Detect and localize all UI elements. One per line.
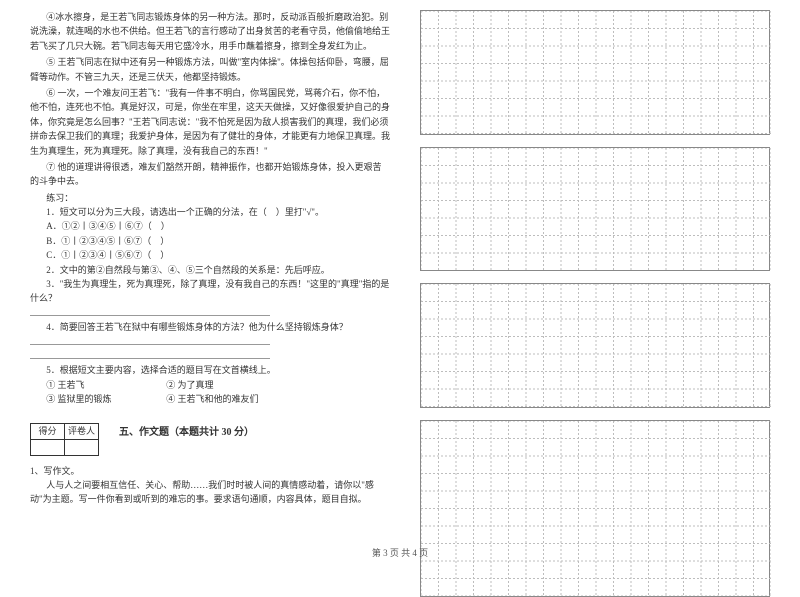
right-column <box>420 10 770 597</box>
q5-opt-1: ① 王若飞 <box>46 378 166 392</box>
paragraph-7: ⑦ 他的道理讲得很透，难友们豁然开朗，精神振作，也都开始锻炼身体，投入更艰苦的斗… <box>30 160 390 189</box>
paragraph-4: ④冰水擦身，是王若飞同志锻炼身体的另一种方法。那时，反动派百般折磨政治犯。别说洗… <box>30 10 390 53</box>
writing-grid-1 <box>420 10 770 135</box>
left-column: ④冰水擦身，是王若飞同志锻炼身体的另一种方法。那时，反动派百般折磨政治犯。别说洗… <box>30 10 390 597</box>
q5-opt-4: ④ 王若飞和他的难友们 <box>166 392 258 406</box>
q5-options-row2: ③ 监狱里的锻炼 ④ 王若飞和他的难友们 <box>30 392 390 406</box>
question-1b: B．①丨②③④⑤丨⑥⑦（ ） <box>30 234 390 248</box>
score-header-grader: 评卷人 <box>65 423 99 439</box>
answer-line-3 <box>30 306 390 320</box>
section-5-title: 五、作文题（本题共计 30 分） <box>119 425 254 441</box>
q5-options-row1: ① 王若飞 ② 为了真理 <box>30 378 390 392</box>
page-columns: ④冰水擦身，是王若飞同志锻炼身体的另一种方法。那时，反动派百般折磨政治犯。别说洗… <box>30 10 770 597</box>
answer-line-4a <box>30 335 390 349</box>
score-cell-2 <box>65 439 99 455</box>
question-3: 3．"我生为真理生，死为真理死，除了真理，没有我自己的东西！"这里的"真理"指的… <box>30 277 390 306</box>
writing-q1: 1、写作文。 <box>30 464 390 478</box>
exercise-label: 练习： <box>30 191 390 205</box>
answer-line-4b <box>30 349 390 363</box>
question-1: 1．短文可以分为三大段，请选出一个正确的分法，在（ ）里打"√"。 <box>30 205 390 219</box>
question-2: 2．文中的第②自然段与第③、④、⑤三个自然段的关系是：先后呼应。 <box>30 263 390 277</box>
writing-grid-2 <box>420 147 770 272</box>
writing-grid-4 <box>420 420 770 597</box>
section-5-header-row: 得分 评卷人 五、作文题（本题共计 30 分） <box>30 407 390 460</box>
q5-opt-3: ③ 监狱里的锻炼 <box>46 392 166 406</box>
writing-prompt: 人与人之间要相互信任、关心、帮助……我们时时被人间的真情感动着，请你以"感动"为… <box>30 478 390 507</box>
q5-opt-2: ② 为了真理 <box>166 378 213 392</box>
paragraph-6: ⑥ 一次，一个难友问王若飞："我有一件事不明白，你骂国民党，骂蒋介石，你不怕，他… <box>30 86 390 158</box>
score-cell-1 <box>31 439 65 455</box>
question-5: 5．根据短文主要内容，选择合适的题目写在文首横线上。 <box>30 363 390 377</box>
question-1a: A．①②丨③④⑤丨⑥⑦（ ） <box>30 219 390 233</box>
question-4: 4．简要回答王若飞在狱中有哪些锻炼身体的方法？他为什么坚持锻炼身体？ <box>30 320 390 334</box>
question-1c: C．①丨②③④丨⑤⑥⑦（ ） <box>30 248 390 262</box>
paragraph-5: ⑤ 王若飞同志在狱中还有另一种锻炼方法，叫做"室内体操"。体操包括仰卧，弯腰，屈… <box>30 55 390 84</box>
writing-grid-3 <box>420 283 770 408</box>
score-header-score: 得分 <box>31 423 65 439</box>
page-footer: 第 3 页 共 4 页 <box>0 546 800 559</box>
score-table: 得分 评卷人 <box>30 423 99 456</box>
